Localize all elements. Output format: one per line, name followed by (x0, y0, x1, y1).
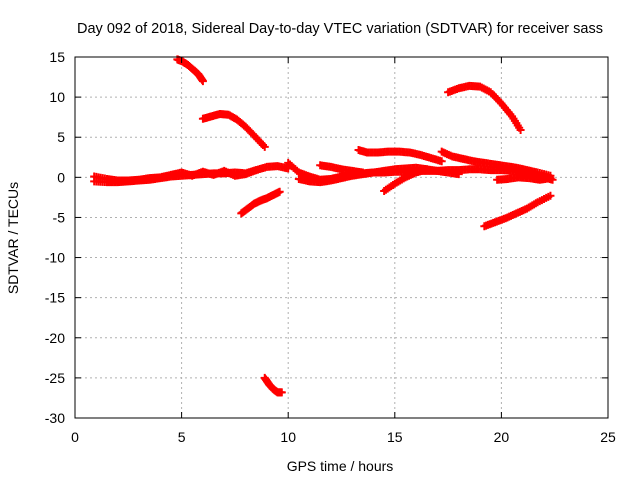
plot-border (74, 56, 609, 419)
data-point (437, 157, 446, 166)
x-tick-label: 5 (178, 429, 186, 445)
series-right-descent (437, 147, 555, 180)
y-axis-label: SDTVAR / TECUs (5, 182, 21, 294)
data-point (277, 388, 286, 397)
series-drop-bottom (260, 373, 286, 397)
x-tick-label: 20 (494, 429, 510, 445)
data-point (546, 191, 555, 200)
y-tick-label: -25 (45, 370, 65, 386)
x-axis-label: GPS time / hours (287, 458, 394, 474)
y-tick-label: 0 (57, 169, 65, 185)
data-point (252, 166, 261, 175)
y-tick-label: -15 (45, 290, 65, 306)
axis-ticks: 0 5 10 15 20 25 -30 -25 -20 -15 -10 -5 0 5 10 15 (45, 49, 616, 445)
series-upper-mid (354, 146, 446, 166)
data-point (260, 142, 269, 151)
y-tick-label: -5 (53, 209, 66, 225)
y-tick-label: 15 (49, 49, 65, 65)
data-point (454, 170, 463, 179)
data-point (358, 168, 367, 177)
data-points (90, 55, 557, 397)
chart-title: Day 092 of 2018, Sidereal Day-to-day VTE… (77, 21, 603, 37)
series-rising-right (480, 191, 555, 231)
grid (75, 57, 608, 418)
y-tick-label: -10 (45, 250, 65, 266)
y-tick-label: 10 (49, 89, 65, 105)
data-point (422, 165, 431, 174)
y-tick-label: -30 (45, 410, 65, 426)
y-tick-label: 5 (57, 129, 65, 145)
data-point (198, 77, 207, 86)
series-slant-mid (380, 165, 431, 195)
series-arc-upper-left (198, 109, 269, 151)
data-point (516, 126, 525, 135)
data-point (546, 174, 555, 183)
x-tick-label: 25 (600, 429, 616, 445)
y-tick-label: -20 (45, 330, 65, 346)
data-point (275, 187, 284, 196)
x-tick-label: 10 (280, 429, 296, 445)
x-tick-label: 0 (71, 429, 79, 445)
series-right-lower-cluster (493, 173, 555, 184)
series-arc-right (444, 81, 525, 135)
series-main-band-b (90, 166, 261, 185)
x-tick-label: 15 (387, 429, 403, 445)
series-arc-top (173, 55, 207, 86)
series-mid-hump (316, 161, 367, 177)
series-drop-left (237, 187, 284, 218)
